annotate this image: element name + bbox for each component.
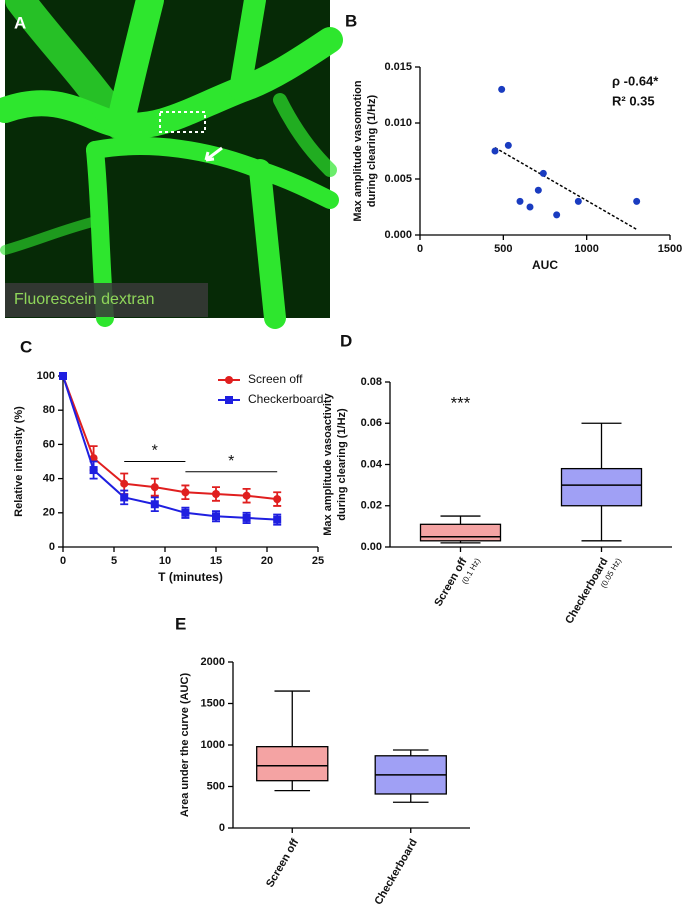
point xyxy=(553,211,561,219)
trend-line xyxy=(494,146,638,231)
legend-marker xyxy=(225,396,233,404)
y-tick-label: 0.06 xyxy=(361,417,382,429)
point xyxy=(150,500,159,509)
y-tick-label: 80 xyxy=(43,404,55,416)
panel-label: B xyxy=(345,11,357,30)
legend-marker xyxy=(225,376,233,384)
y-axis-label: Relative intensity (%) xyxy=(13,406,25,517)
annotation: ρ -0.64* xyxy=(612,73,659,88)
y-tick-label: 60 xyxy=(43,438,55,450)
x-axis-label: AUC xyxy=(532,258,558,272)
y-tick-label: 0 xyxy=(49,541,55,553)
x-axis-label: T (minutes) xyxy=(158,570,223,584)
y-tick-label: 0.02 xyxy=(361,500,382,512)
legend-label: Screen off xyxy=(248,372,303,386)
y-tick-label: 0.00 xyxy=(361,541,382,553)
point xyxy=(89,454,98,463)
point xyxy=(212,489,220,498)
arrow xyxy=(204,146,223,162)
point xyxy=(498,85,506,93)
x-tick-label: 15 xyxy=(210,555,222,567)
point xyxy=(633,197,641,205)
y-tick-label: 500 xyxy=(207,780,225,792)
point xyxy=(89,466,98,475)
y-tick-label: 0.010 xyxy=(384,117,412,129)
panel-label: A xyxy=(14,13,26,32)
x-tick-label: 25 xyxy=(312,555,324,567)
caption-box xyxy=(5,283,208,317)
y-tick-label: 0.08 xyxy=(361,376,382,388)
x-tick-label: 5 xyxy=(111,555,117,567)
legend-label: Checkerboard xyxy=(248,392,323,406)
point xyxy=(273,515,282,524)
box xyxy=(256,746,329,782)
y-tick-label: 20 xyxy=(43,507,55,519)
x-tick-label: 20 xyxy=(261,555,273,567)
panel-label: C xyxy=(20,337,32,356)
annotation: R² 0.35 xyxy=(612,93,655,108)
y-axis-label: Area under the curve (AUC) xyxy=(179,673,191,818)
box xyxy=(419,523,502,542)
y-axis-label: Max amplitude vasomotion xyxy=(352,80,364,221)
x-tick-label: Screen off xyxy=(264,837,301,890)
x-tick-label: 0 xyxy=(60,555,66,567)
panel: B 0.000 0.005 0.010 0.015 0 500 1000 1500 AUC Max … xyxy=(345,11,682,272)
point xyxy=(242,513,251,522)
y-tick-label: 0 xyxy=(219,822,225,834)
point xyxy=(516,197,524,205)
x-tick-label: Checkerboard xyxy=(563,556,610,626)
image-caption: Fluorescein dextran xyxy=(14,291,155,308)
x-tick-label: 500 xyxy=(494,243,512,255)
point xyxy=(120,493,129,502)
point xyxy=(242,491,251,500)
y-tick-label: 40 xyxy=(43,473,55,485)
series-line xyxy=(62,375,278,501)
point xyxy=(273,495,282,504)
point xyxy=(491,147,499,155)
panel: D 0.00 0.02 0.04 0.06 0.08 Max amplitude vasoa… xyxy=(322,331,672,626)
series-line xyxy=(62,375,278,521)
panel: E 0 500 1000 1500 2000 Area under the curve (A… xyxy=(175,614,470,906)
x-tick-label: 10 xyxy=(159,555,171,567)
panel-label: E xyxy=(175,614,186,633)
x-tick-label: 0 xyxy=(417,243,423,255)
y-axis-label: during clearing (1/Hz) xyxy=(366,94,378,207)
y-tick-label: 2000 xyxy=(201,656,225,668)
y-tick-label: 100 xyxy=(37,370,55,382)
panel: C 0 20 40 60 80 100 0 5 10 15 20 25 T (minutes) Relati… xyxy=(13,337,324,584)
x-tick-label: 1000 xyxy=(574,243,598,255)
box xyxy=(560,467,643,507)
panel-label: D xyxy=(340,331,352,350)
point xyxy=(526,203,534,211)
significance-label: * xyxy=(152,443,158,460)
y-tick-label: 1000 xyxy=(201,739,225,751)
vessels xyxy=(0,0,343,329)
y-axis-label: Max amplitude vasoactivity xyxy=(322,392,334,535)
y-tick-label: 0.000 xyxy=(384,229,412,241)
micrograph: Fluorescein dextran A xyxy=(0,0,343,329)
point xyxy=(181,488,190,497)
significance-label: *** xyxy=(451,393,471,412)
point xyxy=(504,141,512,149)
significance-label: * xyxy=(228,453,234,470)
point xyxy=(574,197,582,205)
point xyxy=(150,483,159,492)
point xyxy=(181,508,190,517)
y-tick-label: 0.005 xyxy=(384,173,412,185)
roi-box xyxy=(159,111,206,133)
point xyxy=(534,186,542,194)
y-tick-label: 1500 xyxy=(201,697,225,709)
x-tick-label: 1500 xyxy=(658,243,682,255)
x-tick-label: Checkerboard xyxy=(372,837,419,906)
point xyxy=(59,372,67,380)
y-tick-label: 0.04 xyxy=(361,458,383,470)
point xyxy=(539,169,547,177)
point xyxy=(120,479,129,488)
y-axis-label: during clearing (1/Hz) xyxy=(336,408,348,521)
point xyxy=(212,512,220,521)
y-tick-label: 0.015 xyxy=(384,61,412,73)
